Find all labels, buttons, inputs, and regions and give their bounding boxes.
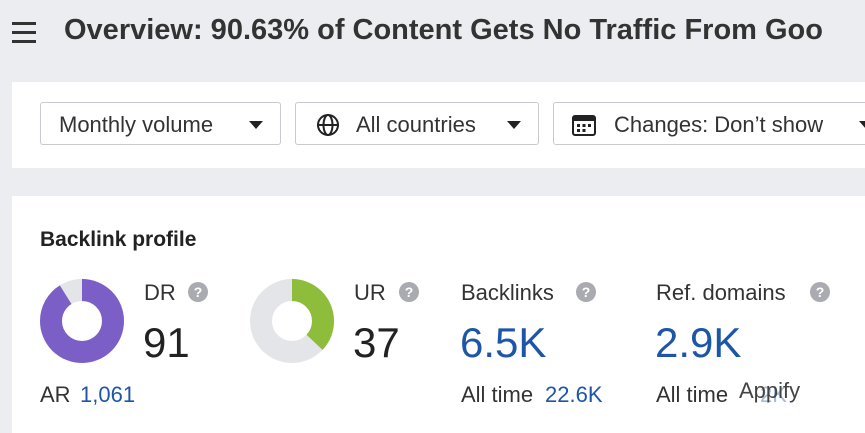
caret (507, 121, 521, 129)
help-icon[interactable]: ? (188, 282, 208, 302)
caret (859, 121, 865, 129)
menu-icon[interactable] (12, 22, 38, 44)
donut-arc (40, 279, 124, 363)
caret (249, 121, 263, 129)
metric-label: Backlinks (461, 280, 554, 305)
metric-label: DR (144, 280, 176, 305)
page-title: Overview: 90.63% of Content Gets No Traf… (64, 14, 823, 46)
section-title: Backlink profile (40, 228, 197, 251)
donut-arc (250, 279, 334, 363)
help-icon[interactable]: ? (810, 282, 830, 302)
filter-button[interactable]: Changes: Don’t show (553, 102, 865, 145)
sub-label: AR (40, 382, 71, 407)
backlink-card (12, 196, 865, 433)
sub-value[interactable]: 1,061 (80, 382, 136, 407)
filter-label: Monthly volume (59, 112, 214, 137)
calendar-icon (572, 115, 596, 136)
metric-value[interactable]: 6.5K (460, 319, 547, 366)
filter-button[interactable]: All countries (295, 102, 539, 145)
help-icon[interactable]: ? (576, 282, 596, 302)
watermark: Appify (735, 378, 805, 404)
help-icon[interactable]: ? (399, 282, 419, 302)
sub-value[interactable]: 22.6K (545, 382, 603, 407)
metric-value: 91 (143, 319, 190, 366)
ur-donut (250, 279, 334, 363)
globe-icon (317, 114, 339, 136)
metric-value[interactable]: 2.9K (655, 319, 742, 366)
dr-donut (40, 279, 124, 363)
metric-label: Ref. domains (656, 280, 786, 305)
sub-label: All time (461, 382, 534, 407)
filter-button[interactable]: Monthly volume (40, 102, 281, 145)
metric-label: UR (354, 280, 386, 305)
filter-label: All countries (356, 112, 476, 137)
sub-label: All time (656, 382, 729, 407)
metric-value: 37 (353, 319, 400, 366)
filter-label: Changes: Don’t show (614, 112, 824, 137)
